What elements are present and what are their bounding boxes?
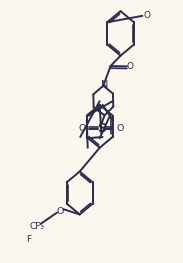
Text: O: O — [117, 124, 124, 133]
Text: S: S — [97, 122, 106, 135]
Text: O: O — [57, 207, 64, 216]
Text: O: O — [144, 11, 151, 20]
Text: CF₃: CF₃ — [29, 222, 44, 231]
Text: N: N — [100, 80, 108, 90]
Text: F: F — [26, 235, 31, 244]
Text: O: O — [79, 124, 86, 133]
Text: O: O — [126, 62, 133, 71]
